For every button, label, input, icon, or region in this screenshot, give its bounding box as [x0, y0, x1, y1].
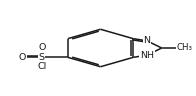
- Text: O: O: [38, 43, 45, 52]
- Text: CH₃: CH₃: [176, 43, 192, 53]
- Text: O: O: [19, 53, 26, 62]
- Text: Cl: Cl: [37, 62, 46, 71]
- Text: N: N: [144, 36, 151, 45]
- Text: S: S: [39, 53, 45, 62]
- Text: NH: NH: [140, 51, 154, 60]
